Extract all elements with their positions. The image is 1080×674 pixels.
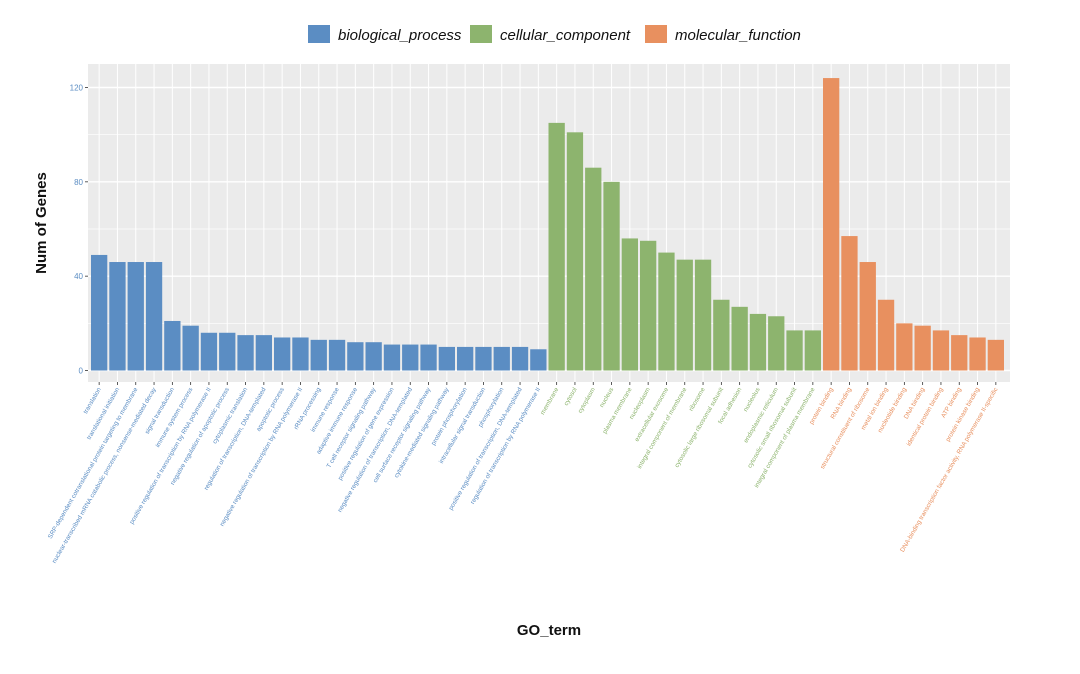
y-tick-label: 40 <box>74 272 83 281</box>
bar-biological_process <box>274 337 291 371</box>
x-axis-title: GO_term <box>517 622 581 639</box>
bar-cellular_component <box>676 259 693 371</box>
y-tick-label: 0 <box>79 367 84 376</box>
bar-biological_process <box>292 337 309 371</box>
bar-biological_process <box>328 339 346 371</box>
bar-biological_process <box>420 344 437 371</box>
legend-item-molecular_function: molecular_function <box>645 25 801 44</box>
bar-biological_process <box>237 335 254 371</box>
legend-swatch <box>308 25 330 43</box>
legend-swatch <box>470 25 492 43</box>
bar-biological_process <box>219 332 236 371</box>
bar-biological_process <box>145 262 163 371</box>
bar-biological_process <box>383 344 401 371</box>
bar-biological_process <box>530 349 547 371</box>
bar-cellular_component <box>731 306 748 371</box>
bar-cellular_component <box>658 252 675 371</box>
x-tick-label: endoplasmic reticulum <box>743 387 780 445</box>
bar-cellular_component <box>786 330 803 371</box>
bar-molecular_function <box>932 330 950 371</box>
bar-biological_process <box>91 254 108 371</box>
bar-molecular_function <box>987 339 1004 371</box>
legend-swatch <box>645 25 667 43</box>
bar-molecular_function <box>896 323 913 371</box>
bar-cellular_component <box>621 238 638 371</box>
x-tick-label: protein kinase binding <box>945 386 982 443</box>
bar-cellular_component <box>603 181 620 371</box>
x-tick-label: cytosol <box>563 387 579 407</box>
bar-molecular_function <box>877 299 895 371</box>
legend-item-cellular_component: cellular_component <box>470 25 631 44</box>
bar-cellular_component <box>804 330 821 371</box>
bar-biological_process <box>402 344 419 371</box>
bar-biological_process <box>255 335 272 371</box>
bar-cellular_component <box>749 313 767 371</box>
bar-cellular_component <box>713 299 730 371</box>
bar-cellular_component <box>640 240 657 371</box>
x-tick-label: nucleolus <box>742 387 761 414</box>
x-tick-label: regulation of transcription by RNA polym… <box>469 386 542 505</box>
bar-biological_process <box>164 320 181 371</box>
bar-biological_process <box>493 346 510 371</box>
x-tick-label: translational initiation <box>86 386 122 441</box>
bars <box>91 78 1004 371</box>
x-tick-label: ribosome <box>688 386 707 412</box>
bar-molecular_function <box>914 325 931 371</box>
bar-biological_process <box>365 342 382 371</box>
bar-molecular_function <box>823 78 840 371</box>
x-tick-label: SRP-dependent cotranslational protein ta… <box>47 386 140 540</box>
bar-biological_process <box>200 332 218 371</box>
bar-biological_process <box>475 346 492 371</box>
bar-biological_process <box>109 262 126 371</box>
bar-biological_process <box>310 339 327 371</box>
bar-molecular_function <box>841 236 858 371</box>
bar-cellular_component <box>585 167 602 371</box>
y-tick-label: 80 <box>74 178 83 187</box>
bar-cellular_component <box>768 316 785 371</box>
bar-molecular_function <box>859 262 876 371</box>
x-tick-label: identical protein binding <box>906 386 945 447</box>
bar-biological_process <box>127 262 144 371</box>
bar-molecular_function <box>969 337 986 371</box>
y-tick-label: 120 <box>70 84 84 93</box>
legend-item-biological_process: biological_process <box>308 25 462 44</box>
bar-biological_process <box>457 346 474 371</box>
bar-cellular_component <box>566 132 584 371</box>
x-tick-label: nucleus <box>598 387 615 409</box>
bar-biological_process <box>182 325 199 371</box>
bar-biological_process <box>511 346 529 371</box>
bar-biological_process <box>347 342 364 371</box>
y-axis-title: Num of Genes <box>33 172 50 274</box>
bar-cellular_component <box>548 122 565 371</box>
legend: biological_process cellular_component mole… <box>308 25 801 44</box>
x-tick-label: extracellular exosome <box>633 386 670 443</box>
bar-molecular_function <box>951 335 968 371</box>
bar-cellular_component <box>694 259 712 371</box>
legend-label: molecular_function <box>675 27 801 44</box>
legend-label: biological_process <box>338 27 462 44</box>
y-axis: 0 40 80 120 <box>70 84 88 376</box>
x-tick-label: cytoplasm <box>577 387 597 415</box>
legend-label: cellular_component <box>500 27 631 44</box>
bar-biological_process <box>438 346 455 371</box>
x-tick-label: membrane <box>539 386 560 416</box>
